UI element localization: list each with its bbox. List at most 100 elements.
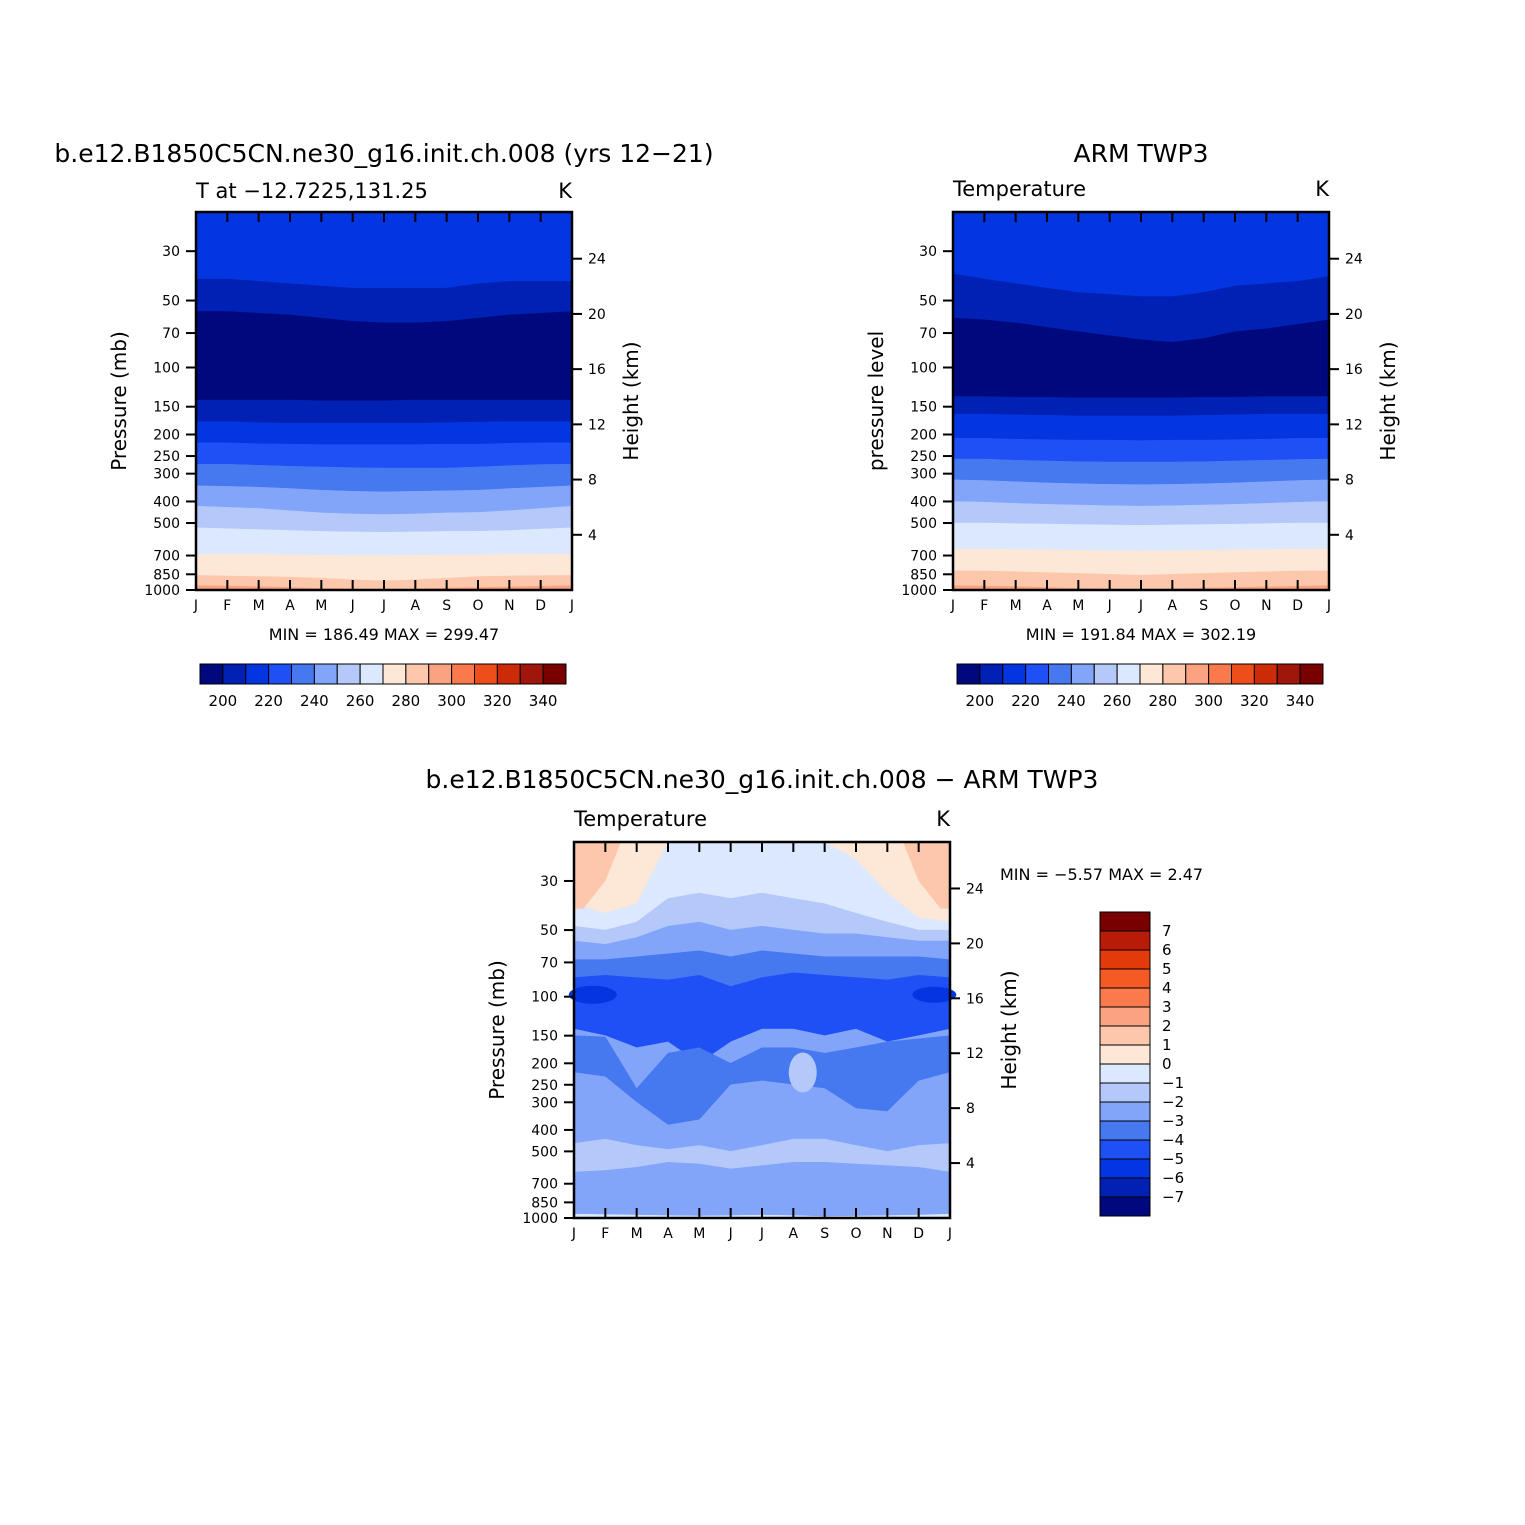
y-tick-label: 400 xyxy=(153,494,180,510)
chart-title: b.e12.B1850C5CN.ne30_g16.init.ch.008 (yr… xyxy=(54,139,713,168)
y2-tick-label: 4 xyxy=(1345,528,1354,544)
colorbar-box xyxy=(519,663,544,685)
y-tick-label: 400 xyxy=(910,494,937,510)
colorbar-label: 280 xyxy=(1149,692,1178,710)
colorbar-box xyxy=(1099,1025,1151,1046)
colorbar-box xyxy=(1025,663,1049,685)
y-tick-label: 200 xyxy=(531,1056,558,1072)
x-tick-label: S xyxy=(1199,598,1208,614)
colorbar-label: 5 xyxy=(1162,960,1172,978)
x-tick-label: M xyxy=(1072,598,1084,614)
x-tick-label: F xyxy=(601,1226,609,1242)
y-tick-label: 70 xyxy=(919,326,937,342)
colorbar-label: −1 xyxy=(1162,1074,1184,1092)
colorbar-label: 2 xyxy=(1162,1017,1172,1035)
contour-band xyxy=(903,842,950,909)
panel-arm-temperature: ARM TWP3 Temperature K J F M A M J J A S O N D J 30 50 70 1… xyxy=(864,139,1400,710)
y2-tick-label: 24 xyxy=(1345,252,1363,268)
colorbar-label: −7 xyxy=(1162,1188,1184,1206)
colorbar-box xyxy=(245,663,270,685)
colorbar-box xyxy=(1099,1177,1151,1198)
colorbar-box xyxy=(542,663,567,685)
colorbar-label: −2 xyxy=(1162,1093,1184,1111)
x-tick-label: O xyxy=(850,1226,861,1242)
y-tick-label: 700 xyxy=(531,1177,558,1193)
x-tick-label: J xyxy=(381,598,386,614)
colorbar-box xyxy=(1099,1101,1151,1122)
colorbar-label: 280 xyxy=(392,692,421,710)
x-tick-label: J xyxy=(1107,598,1112,614)
y2-tick-label: 8 xyxy=(966,1101,975,1117)
min-max-text: MIN = 186.49 MAX = 299.47 xyxy=(269,625,499,644)
colorbar-label: 200 xyxy=(966,692,995,710)
y-tick-label: 300 xyxy=(153,467,180,483)
colorbar-label: 240 xyxy=(1057,692,1086,710)
colorbar-box xyxy=(222,663,247,685)
x-tick-label: M xyxy=(253,598,265,614)
units-string: K xyxy=(1315,177,1330,201)
y-tick-label: 150 xyxy=(910,400,937,416)
y-tick-label: 850 xyxy=(910,567,937,583)
colorbar-box xyxy=(1185,663,1210,685)
colorbar-box xyxy=(1099,1063,1151,1084)
colorbar-label: 300 xyxy=(1194,692,1223,710)
y-tick-label: 50 xyxy=(162,294,180,310)
x-tick-label: A xyxy=(789,1226,799,1242)
colorbar-box xyxy=(1099,930,1151,951)
y2-tick-label: 24 xyxy=(966,881,984,897)
y-tick-label: 300 xyxy=(531,1095,558,1111)
colorbar-label: 220 xyxy=(254,692,283,710)
colorbar-label: 300 xyxy=(437,692,466,710)
colorbar-box xyxy=(313,663,338,685)
colorbar-box xyxy=(1099,1196,1151,1217)
x-tick-label: M xyxy=(1010,598,1022,614)
colorbar-box xyxy=(405,663,430,685)
y2-tick-label: 12 xyxy=(588,417,606,433)
y-tick-label: 700 xyxy=(153,549,180,565)
x-tick-label: D xyxy=(535,598,546,614)
x-tick-label: J xyxy=(947,1226,952,1242)
colorbar-box xyxy=(1002,663,1027,685)
colorbar-box xyxy=(474,663,498,685)
colorbar-box xyxy=(1070,663,1095,685)
colorbar-label: 7 xyxy=(1162,922,1172,940)
x-tick-label: J xyxy=(569,598,574,614)
units-string: K xyxy=(558,179,573,203)
x-tick-label: N xyxy=(504,598,514,614)
y2-tick-label: 20 xyxy=(1345,307,1363,323)
colorbar-label: −4 xyxy=(1162,1131,1184,1149)
y-tick-label: 150 xyxy=(531,1029,558,1045)
y-tick-label: 30 xyxy=(540,874,558,890)
colorbar-label: 4 xyxy=(1162,979,1172,997)
y-tick-label: 200 xyxy=(910,427,937,443)
y2-tick-label: 20 xyxy=(966,936,984,952)
x-tick-label: M xyxy=(693,1226,705,1242)
y-tick-label: 70 xyxy=(540,955,558,971)
colorbar-box xyxy=(291,663,315,685)
y2-axis-label: Height (km) xyxy=(619,341,643,460)
colorbar-box xyxy=(1099,987,1151,1008)
y-tick-label: 850 xyxy=(531,1195,558,1211)
y-tick-label: 500 xyxy=(531,1144,558,1160)
y-tick-label: 500 xyxy=(153,516,180,532)
y2-tick-label: 4 xyxy=(588,528,597,544)
colorbar-box xyxy=(359,663,384,685)
x-tick-label: J xyxy=(350,598,355,614)
y2-axis-label: Height (km) xyxy=(997,970,1021,1089)
y-tick-label: 250 xyxy=(531,1078,558,1094)
colorbar-label: 6 xyxy=(1162,941,1172,959)
y-tick-label: 850 xyxy=(153,567,180,583)
x-tick-label: A xyxy=(1042,598,1052,614)
contour-band xyxy=(574,842,621,909)
x-tick-label: M xyxy=(315,598,327,614)
x-tick-label: J xyxy=(571,1226,576,1242)
y2-tick-label: 12 xyxy=(966,1046,984,1062)
chart-title: ARM TWP3 xyxy=(1074,139,1209,168)
x-tick-label: F xyxy=(980,598,988,614)
x-tick-label: J xyxy=(1138,598,1143,614)
y-tick-label: 1000 xyxy=(144,583,180,599)
colorbar-box xyxy=(1099,1120,1151,1141)
colorbar-box xyxy=(1099,911,1151,932)
colorbar-label: 220 xyxy=(1011,692,1040,710)
colorbar-label: 200 xyxy=(209,692,238,710)
